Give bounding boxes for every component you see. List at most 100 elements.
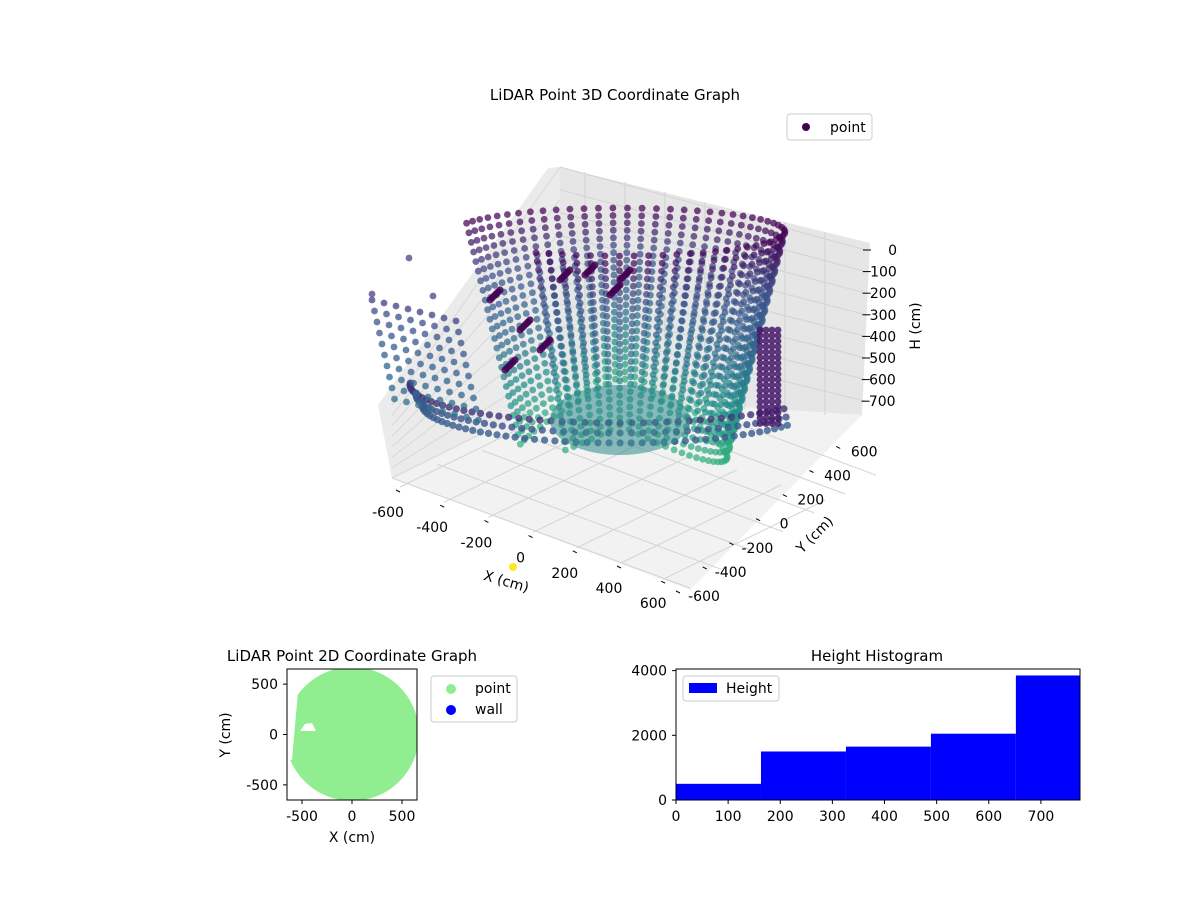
point: [768, 414, 776, 422]
point: [491, 281, 498, 289]
point: [616, 296, 623, 304]
point: [756, 392, 764, 400]
point: [463, 219, 470, 227]
chart-3d-title: LiDAR Point 3D Coordinate Graph: [490, 86, 740, 104]
point: [604, 335, 611, 343]
point: [484, 253, 492, 261]
point: [623, 256, 631, 264]
point: [518, 372, 526, 379]
point: [663, 246, 671, 254]
point: [458, 391, 465, 399]
point: [494, 260, 502, 268]
point: [419, 319, 426, 327]
z-axis-3d: 0 100 200 300 400 500 600 700: [861, 243, 897, 410]
point: [487, 263, 494, 270]
point: [629, 290, 637, 297]
point: [580, 339, 587, 347]
point: [627, 358, 635, 365]
point: [640, 337, 648, 345]
point: [650, 236, 658, 244]
point: [467, 239, 475, 246]
point: [712, 248, 719, 256]
point: [622, 338, 629, 346]
point: [567, 333, 575, 340]
point: [419, 371, 427, 379]
point: [555, 231, 563, 239]
point: [686, 250, 694, 258]
point: [518, 227, 525, 235]
point: [439, 401, 447, 409]
point: [664, 238, 671, 245]
point: [696, 416, 704, 424]
point: [673, 359, 680, 366]
point: [762, 420, 770, 427]
point: [703, 225, 711, 233]
y2d-tick-label: 500: [251, 677, 278, 693]
point: [722, 255, 729, 263]
point: [650, 244, 658, 252]
point: [611, 316, 618, 323]
point: [763, 426, 771, 434]
z3d-tick-label: 400: [869, 329, 896, 345]
point: [580, 205, 588, 213]
point: [749, 214, 756, 222]
point: [544, 326, 551, 334]
point: [518, 424, 526, 432]
point: [498, 341, 506, 349]
point: [566, 205, 574, 213]
point: [570, 357, 578, 365]
point: [489, 421, 497, 429]
point: [678, 449, 686, 457]
point: [424, 341, 431, 349]
x3d-tick-label: -600: [372, 505, 404, 521]
point: [697, 389, 705, 397]
point: [732, 335, 739, 343]
point: [592, 353, 600, 361]
point: [713, 391, 720, 399]
y3d-tick-label: 600: [851, 444, 878, 460]
x3d-tick-label: -200: [461, 535, 493, 551]
point: [554, 317, 561, 325]
point: [455, 380, 463, 388]
point: [469, 217, 476, 225]
point: [541, 409, 549, 416]
point: [591, 322, 598, 329]
point: [400, 387, 408, 395]
point: [530, 435, 539, 443]
point: [737, 221, 745, 229]
y3d-tick-label: -400: [715, 565, 747, 581]
point: [768, 359, 776, 367]
point: [723, 373, 731, 380]
point: [610, 249, 617, 257]
point: [516, 362, 524, 370]
point: [774, 354, 782, 361]
point: [412, 390, 420, 398]
z3d-tick-label: 700: [869, 394, 896, 410]
point: [672, 259, 680, 267]
point: [552, 206, 560, 214]
point: [752, 234, 760, 242]
point: [604, 358, 612, 366]
hist-bar: [676, 783, 761, 800]
chart-histogram: Height Histogram 0 100 200 300 400 500 600 7000…: [631, 647, 1081, 825]
hist-y-tick-label: 0: [658, 793, 667, 809]
point: [578, 323, 586, 331]
point: [502, 297, 510, 305]
point: [710, 318, 718, 326]
point: [536, 416, 544, 424]
point: [724, 336, 732, 343]
point: [414, 349, 422, 357]
hist-x-tick-label: 400: [871, 809, 898, 825]
point: [696, 275, 703, 282]
point: [774, 398, 782, 405]
point: [756, 387, 764, 394]
x3d-tick: [439, 504, 445, 508]
point: [534, 373, 542, 380]
point: [664, 332, 672, 340]
point: [582, 363, 589, 371]
point: [768, 326, 776, 334]
point: [624, 204, 631, 212]
point: [768, 370, 776, 378]
point: [595, 220, 603, 227]
point: [700, 371, 708, 379]
